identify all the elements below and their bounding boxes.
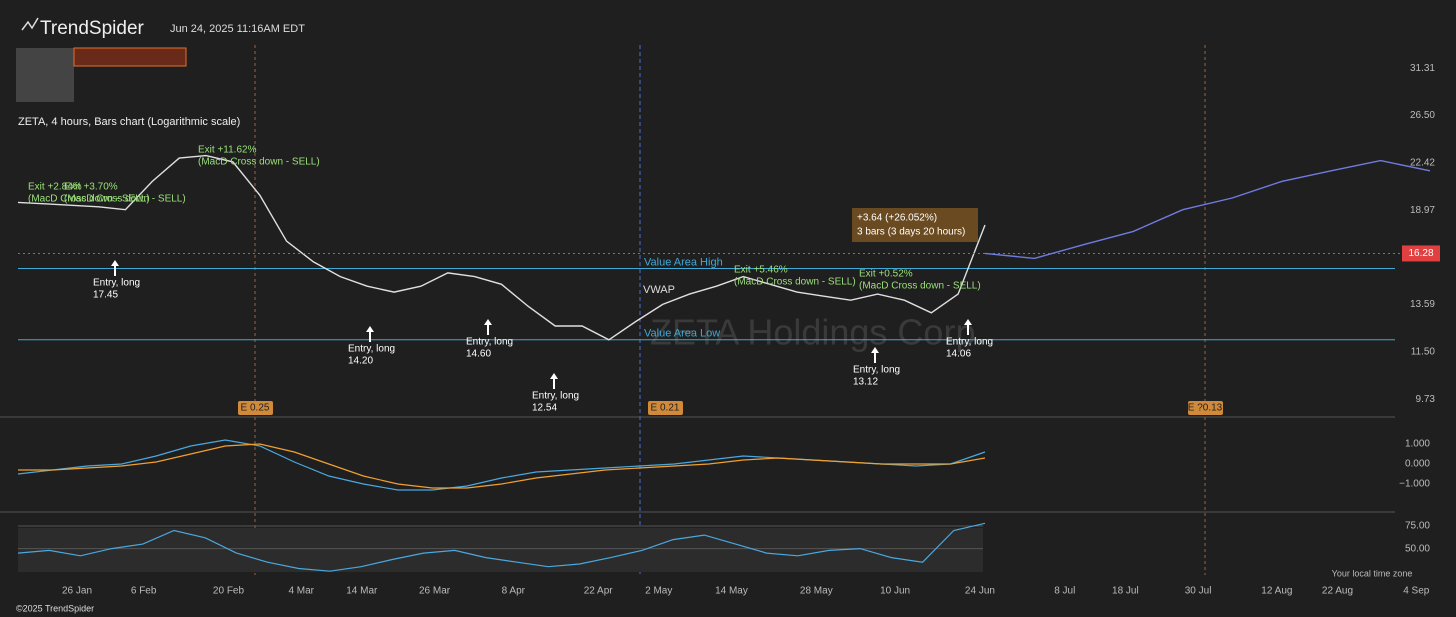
entry-label: Entry, long [853, 365, 900, 376]
entry-label: Entry, long [93, 278, 140, 289]
exit-reason: (MacD Cross down - SELL) [734, 277, 856, 288]
y-tick-label: 13.59 [1410, 299, 1435, 310]
copyright: ©2025 TrendSpider [16, 603, 94, 613]
entry-price: 12.54 [532, 403, 557, 414]
x-tick-label: 20 Feb [213, 586, 245, 597]
timestamp: Jun 24, 2025 11:16AM EDT [170, 23, 305, 35]
x-tick-label: 12 Aug [1261, 586, 1292, 597]
x-tick-label: 26 Jan [62, 586, 92, 597]
vwap-label: VWAP [643, 284, 675, 296]
brand: TrendSpider [40, 18, 145, 39]
exit-reason: (MacD Cross down - SELL) [28, 194, 150, 205]
x-tick-label: 4 Sep [1403, 586, 1430, 597]
x-tick-label: 2 May [645, 586, 672, 597]
x-tick-label: 24 Jun [965, 586, 995, 597]
entry-arrow [484, 319, 492, 335]
price-badge [1402, 245, 1440, 262]
x-tick-label: 14 Mar [346, 586, 378, 597]
macd-line [18, 443, 986, 489]
earnings-label: E 0.25 [241, 403, 270, 414]
rsi-line [17, 522, 986, 572]
exit-label: Exit +3.70% [64, 182, 118, 193]
y-tick-label: 26.50 [1410, 110, 1435, 121]
watermark: ZETA Holdings Corp. [650, 312, 985, 353]
price-badge-label: 16.28 [1408, 248, 1433, 259]
tooltip-change: +3.64 (+26.052%) [857, 213, 937, 224]
level-label: Value Area High [644, 256, 723, 268]
entry-arrow [964, 319, 972, 335]
entry-price: 17.45 [93, 290, 118, 301]
exit-label: Exit +5.46% [734, 265, 788, 276]
chart-title: ZETA, 4 hours, Bars chart (Logarithmic s… [18, 116, 240, 128]
rsi-tick-label: 50.00 [1405, 543, 1430, 554]
x-tick-label: 22 Aug [1322, 586, 1353, 597]
entry-label: Entry, long [348, 344, 395, 355]
earnings-label: E 0.21 [651, 403, 680, 414]
entry-label: Entry, long [466, 337, 513, 348]
x-tick-label: 18 Jul [1112, 586, 1139, 597]
entry-price: 14.06 [946, 349, 971, 360]
x-tick-label: 30 Jul [1185, 586, 1212, 597]
earnings-label: E ?0.13 [1188, 403, 1223, 414]
entry-price: 14.20 [348, 356, 373, 367]
x-tick-label: 26 Mar [419, 586, 451, 597]
y-tick-label: 22.42 [1410, 158, 1435, 169]
earnings-badge [648, 401, 683, 415]
x-tick-label: 8 Apr [502, 586, 526, 597]
x-tick-label: 14 May [715, 586, 748, 597]
x-tick-label: 10 Jun [880, 586, 910, 597]
tooltip-box [852, 208, 978, 242]
timezone: Your local time zone [1332, 568, 1413, 578]
y-tick-label: 11.50 [1411, 346, 1436, 357]
level-label: Value Area Low [644, 328, 720, 340]
x-tick-label: 28 May [800, 586, 833, 597]
entry-label: Entry, long [532, 391, 579, 402]
entry-arrow [111, 260, 119, 276]
exit-label: Exit +0.52% [859, 269, 913, 280]
entry-arrow [366, 326, 374, 342]
entry-arrow [871, 347, 879, 363]
entry-price: 14.60 [466, 349, 491, 360]
exit-reason: (MacD Cross down - SELL) [859, 281, 981, 292]
earnings-badge [1188, 401, 1223, 415]
exit-label: Exit +2.84% [28, 182, 82, 193]
y-tick-label: 9.73 [1416, 394, 1436, 405]
exit-reason: (MacD Cross down - SELL) [64, 194, 186, 205]
x-tick-label: 4 Mar [288, 586, 314, 597]
x-tick-label: 22 Apr [584, 586, 614, 597]
rsi-tick-label: 75.00 [1405, 521, 1430, 532]
entry-arrow [550, 373, 558, 389]
exit-label: Exit +11.62% [198, 145, 257, 156]
projection-line [984, 159, 1431, 260]
x-tick-label: 8 Jul [1054, 586, 1075, 597]
y-tick-label: 31.31 [1410, 63, 1435, 74]
price-line [17, 154, 986, 341]
macd-tick-label: −1.000 [1399, 479, 1430, 490]
tooltip-duration: 3 bars (3 days 20 hours) [857, 227, 965, 238]
entry-label: Entry, long [946, 337, 993, 348]
x-tick-label: 6 Feb [131, 586, 157, 597]
exit-reason: (MacD Cross down - SELL) [198, 157, 320, 168]
layout [0, 17, 1395, 575]
macd-tick-label: 1.000 [1405, 439, 1430, 450]
macd-tick-label: 0.000 [1405, 459, 1430, 470]
earnings-badge [238, 401, 273, 415]
y-tick-label: 18.97 [1410, 205, 1435, 216]
entry-price: 13.12 [853, 377, 878, 388]
